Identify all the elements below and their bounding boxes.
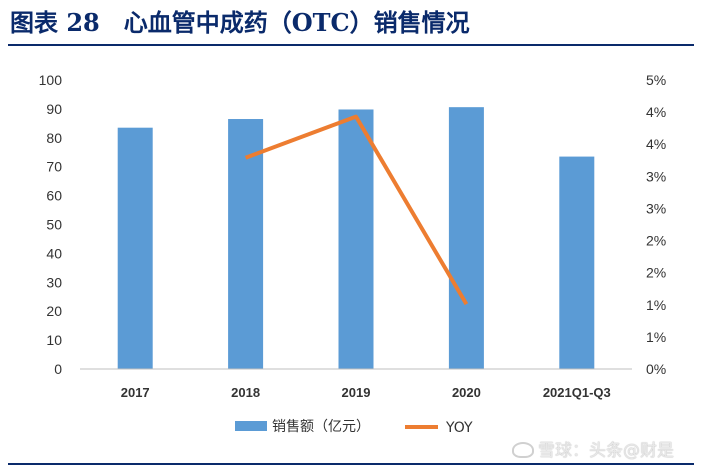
right-tick-label: 1% xyxy=(646,329,666,345)
category-label: 2018 xyxy=(231,385,260,400)
watermark-text: 雪球：头条@财是 xyxy=(538,441,674,461)
snowball-icon xyxy=(512,442,534,458)
left-tick-label: 60 xyxy=(46,188,62,204)
left-tick-label: 40 xyxy=(46,245,62,261)
figure-title: 图表 28 心血管中成药（OTC）销售情况 xyxy=(10,6,470,40)
bar xyxy=(338,109,374,369)
left-tick-label: 80 xyxy=(46,130,62,146)
left-tick-label: 100 xyxy=(39,72,63,88)
right-tick-label: 3% xyxy=(646,200,666,216)
x-axis: 2017 2018 2019 2020 2021Q1-Q3 xyxy=(121,385,611,400)
watermark: 雪球：头条@财是 xyxy=(512,436,674,461)
category-label: 2020 xyxy=(452,385,481,400)
left-tick-label: 0 xyxy=(54,361,62,377)
left-tick-label: 90 xyxy=(46,101,62,117)
right-tick-label: 3% xyxy=(646,168,666,184)
right-tick-label: 1% xyxy=(646,297,666,313)
title-rule xyxy=(8,44,694,46)
legend-label-yoy: YOY xyxy=(445,420,473,436)
right-tick-label: 4% xyxy=(646,136,666,152)
legend-label-sales: 销售额（亿元） xyxy=(272,419,370,435)
bar-series xyxy=(117,107,595,369)
legend: 销售额（亿元） YOY xyxy=(235,419,473,436)
right-tick-label: 2% xyxy=(646,265,666,281)
right-tick-label: 0% xyxy=(646,361,666,377)
right-axis: 0% 1% 1% 2% 2% 3% 3% 4% 4% 5% xyxy=(646,72,666,377)
bottom-rule xyxy=(8,463,694,465)
right-tick-label: 2% xyxy=(646,233,666,249)
left-tick-label: 70 xyxy=(46,159,62,175)
bar xyxy=(117,127,153,369)
right-tick-label: 5% xyxy=(646,72,666,88)
left-tick-label: 20 xyxy=(46,303,62,319)
figure-number: 图表 28 xyxy=(10,8,100,37)
category-label: 2021Q1-Q3 xyxy=(543,385,611,400)
left-tick-label: 50 xyxy=(46,217,62,233)
right-tick-label: 4% xyxy=(646,104,666,120)
figure-title-text: 心血管中成药（OTC）销售情况 xyxy=(123,8,470,37)
category-label: 2017 xyxy=(121,385,150,400)
category-label: 2019 xyxy=(342,385,371,400)
bar xyxy=(559,156,595,369)
yoy-line xyxy=(244,114,469,306)
bar xyxy=(228,119,264,369)
legend-swatch-sales xyxy=(235,421,267,431)
left-tick-label: 10 xyxy=(46,332,62,348)
bar xyxy=(448,107,484,369)
left-tick-label: 30 xyxy=(46,274,62,290)
line-series xyxy=(244,114,469,306)
left-axis: 0 10 20 30 40 50 60 70 80 90 100 xyxy=(39,72,63,377)
